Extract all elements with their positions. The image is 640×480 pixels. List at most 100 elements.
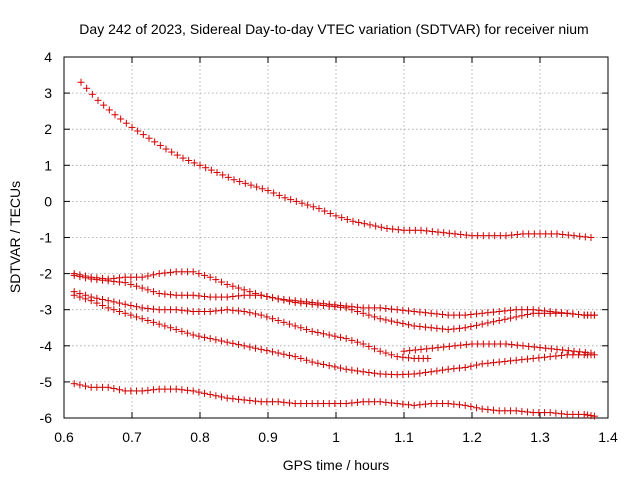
data-point-marker — [151, 138, 159, 146]
data-point-marker — [93, 276, 101, 284]
data-point-marker — [371, 345, 379, 353]
data-point-marker — [467, 362, 475, 370]
data-point-marker — [590, 311, 598, 319]
data-point-marker — [133, 282, 141, 290]
data-point-marker — [286, 399, 294, 407]
data-point-marker — [195, 388, 203, 396]
data-point-marker — [150, 305, 158, 313]
chart-title: Day 242 of 2023, Sidereal Day-to-day VTE… — [79, 21, 588, 37]
data-point-marker — [365, 311, 373, 319]
data-point-marker — [507, 314, 515, 322]
data-point-marker — [501, 315, 509, 323]
data-point-marker — [524, 311, 532, 319]
x-tick-label: 1.3 — [530, 429, 550, 445]
x-tick-label: 0.6 — [54, 429, 74, 445]
data-point-marker — [427, 368, 435, 376]
data-point-marker — [349, 217, 357, 225]
data-point-marker — [184, 329, 192, 337]
data-point-marker — [314, 329, 322, 337]
data-point-marker — [478, 309, 486, 317]
data-point-marker — [212, 392, 220, 400]
data-point-marker — [104, 297, 112, 305]
data-point-marker — [229, 282, 237, 290]
data-point-marker — [178, 327, 186, 335]
data-point-marker — [139, 131, 147, 139]
data-point-marker — [564, 347, 572, 355]
series-track-1 — [77, 78, 595, 241]
data-point-marker — [257, 291, 265, 299]
data-point-marker — [473, 361, 481, 369]
data-point-marker — [512, 407, 520, 415]
data-point-marker — [400, 347, 408, 355]
data-point-marker — [252, 344, 260, 352]
data-point-marker — [121, 279, 129, 287]
data-point-marker — [121, 309, 129, 317]
data-point-marker — [246, 309, 254, 317]
data-point-marker — [87, 297, 95, 305]
data-point-marker — [110, 306, 118, 314]
data-point-marker — [258, 185, 266, 193]
data-point-marker — [325, 362, 333, 370]
data-point-marker — [308, 327, 316, 335]
data-point-marker — [144, 272, 152, 280]
data-point-marker — [70, 380, 78, 388]
data-point-marker — [298, 199, 306, 207]
data-point-marker — [291, 322, 299, 330]
data-point-marker — [450, 365, 458, 373]
data-point-marker — [348, 399, 356, 407]
data-point-marker — [490, 308, 498, 316]
data-point-marker — [433, 324, 441, 332]
data-point-marker — [372, 222, 380, 230]
data-point-marker — [461, 363, 469, 371]
data-point-marker — [518, 356, 526, 364]
data-point-marker — [206, 335, 214, 343]
data-point-marker — [495, 358, 503, 366]
data-point-marker — [525, 342, 533, 350]
data-point-marker — [507, 306, 515, 314]
data-point-marker — [508, 341, 516, 349]
data-point-marker — [99, 276, 107, 284]
data-point-marker — [473, 310, 481, 318]
data-point-marker — [167, 268, 175, 276]
data-point-marker — [530, 343, 538, 351]
data-point-marker — [524, 408, 532, 416]
data-point-marker — [490, 406, 498, 414]
data-point-marker — [100, 101, 108, 109]
data-point-marker — [110, 385, 118, 393]
data-point-marker — [303, 326, 311, 334]
data-point-marker — [542, 344, 550, 352]
data-point-marker — [150, 271, 158, 279]
data-point-marker — [235, 395, 243, 403]
data-point-marker — [416, 401, 424, 409]
data-point-marker — [423, 227, 431, 235]
data-point-marker — [161, 322, 169, 330]
data-point-marker — [331, 332, 339, 340]
data-point-marker — [206, 308, 214, 316]
data-point-marker — [354, 367, 362, 375]
data-point-marker — [320, 301, 328, 309]
data-point-marker — [229, 395, 237, 403]
y-tick-label: -5 — [40, 374, 53, 390]
data-point-marker — [269, 348, 277, 356]
data-point-marker — [359, 309, 367, 317]
data-point-marker — [546, 409, 554, 417]
data-point-marker — [484, 309, 492, 317]
data-point-marker — [422, 400, 430, 408]
data-point-marker — [513, 230, 521, 238]
data-point-marker — [444, 326, 452, 334]
data-point-marker — [410, 308, 418, 316]
data-point-marker — [558, 410, 566, 418]
data-point-marker — [87, 275, 95, 283]
data-point-marker — [219, 171, 227, 179]
data-point-marker — [427, 309, 435, 317]
data-point-marker — [348, 366, 356, 374]
data-point-marker — [473, 321, 481, 329]
data-point-marker — [274, 317, 282, 325]
data-point-marker — [224, 173, 232, 181]
data-point-marker — [138, 304, 146, 312]
data-point-marker — [212, 276, 220, 284]
data-point-marker — [382, 304, 390, 312]
data-point-marker — [417, 345, 425, 353]
series-track-5 — [70, 291, 598, 379]
series-track-7 — [70, 380, 598, 420]
